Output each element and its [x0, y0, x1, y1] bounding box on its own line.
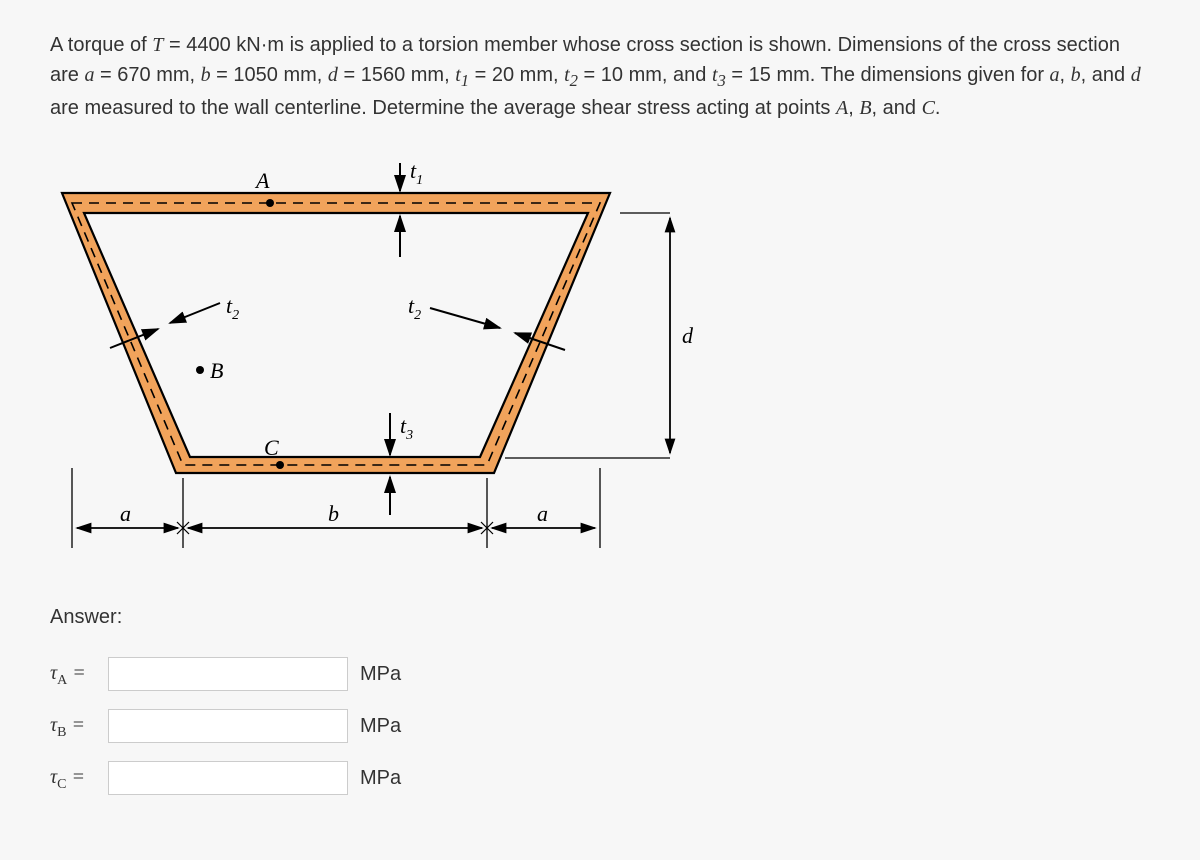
a-right-label: a [537, 501, 548, 526]
t1-label: t1 [410, 158, 423, 188]
answer-row-c: τC = MPa [50, 761, 1150, 795]
a-left-label: a [120, 501, 131, 526]
tau-c-label: τC = [50, 762, 100, 795]
t2-left-label: t2 [226, 293, 239, 323]
answer-section: Answer: τA = MPa τB = MPa τC = MPa [50, 602, 1150, 795]
b-label: b [328, 501, 339, 526]
t2-right-label: t2 [408, 293, 421, 323]
d-label: d [682, 323, 694, 348]
t3-label: t3 [400, 413, 413, 443]
problem-statement: A torque of T = 4400 kN·m is applied to … [50, 30, 1150, 123]
answer-row-a: τA = MPa [50, 657, 1150, 691]
answer-row-b: τB = MPa [50, 709, 1150, 743]
point-a-label: A [254, 168, 270, 193]
tau-a-label: τA = [50, 658, 100, 691]
point-c-dot [276, 461, 284, 469]
tau-c-unit: MPa [360, 763, 401, 793]
answer-heading: Answer: [50, 602, 1150, 632]
tau-c-input[interactable] [108, 761, 348, 795]
section-wall [62, 193, 610, 473]
cross-section-figure: A t1 t2 B t2 t3 C d [50, 153, 1150, 572]
tau-b-input[interactable] [108, 709, 348, 743]
tau-b-unit: MPa [360, 711, 401, 741]
tau-a-unit: MPa [360, 659, 401, 689]
point-a-dot [266, 199, 274, 207]
tau-a-input[interactable] [108, 657, 348, 691]
t2-left-arrow-in [170, 303, 220, 323]
point-c-label: C [264, 435, 279, 460]
point-b-label: B [210, 358, 223, 383]
tau-b-label: τB = [50, 710, 100, 743]
t2-right-arrow-in [430, 308, 500, 328]
point-b-dot [196, 366, 204, 374]
